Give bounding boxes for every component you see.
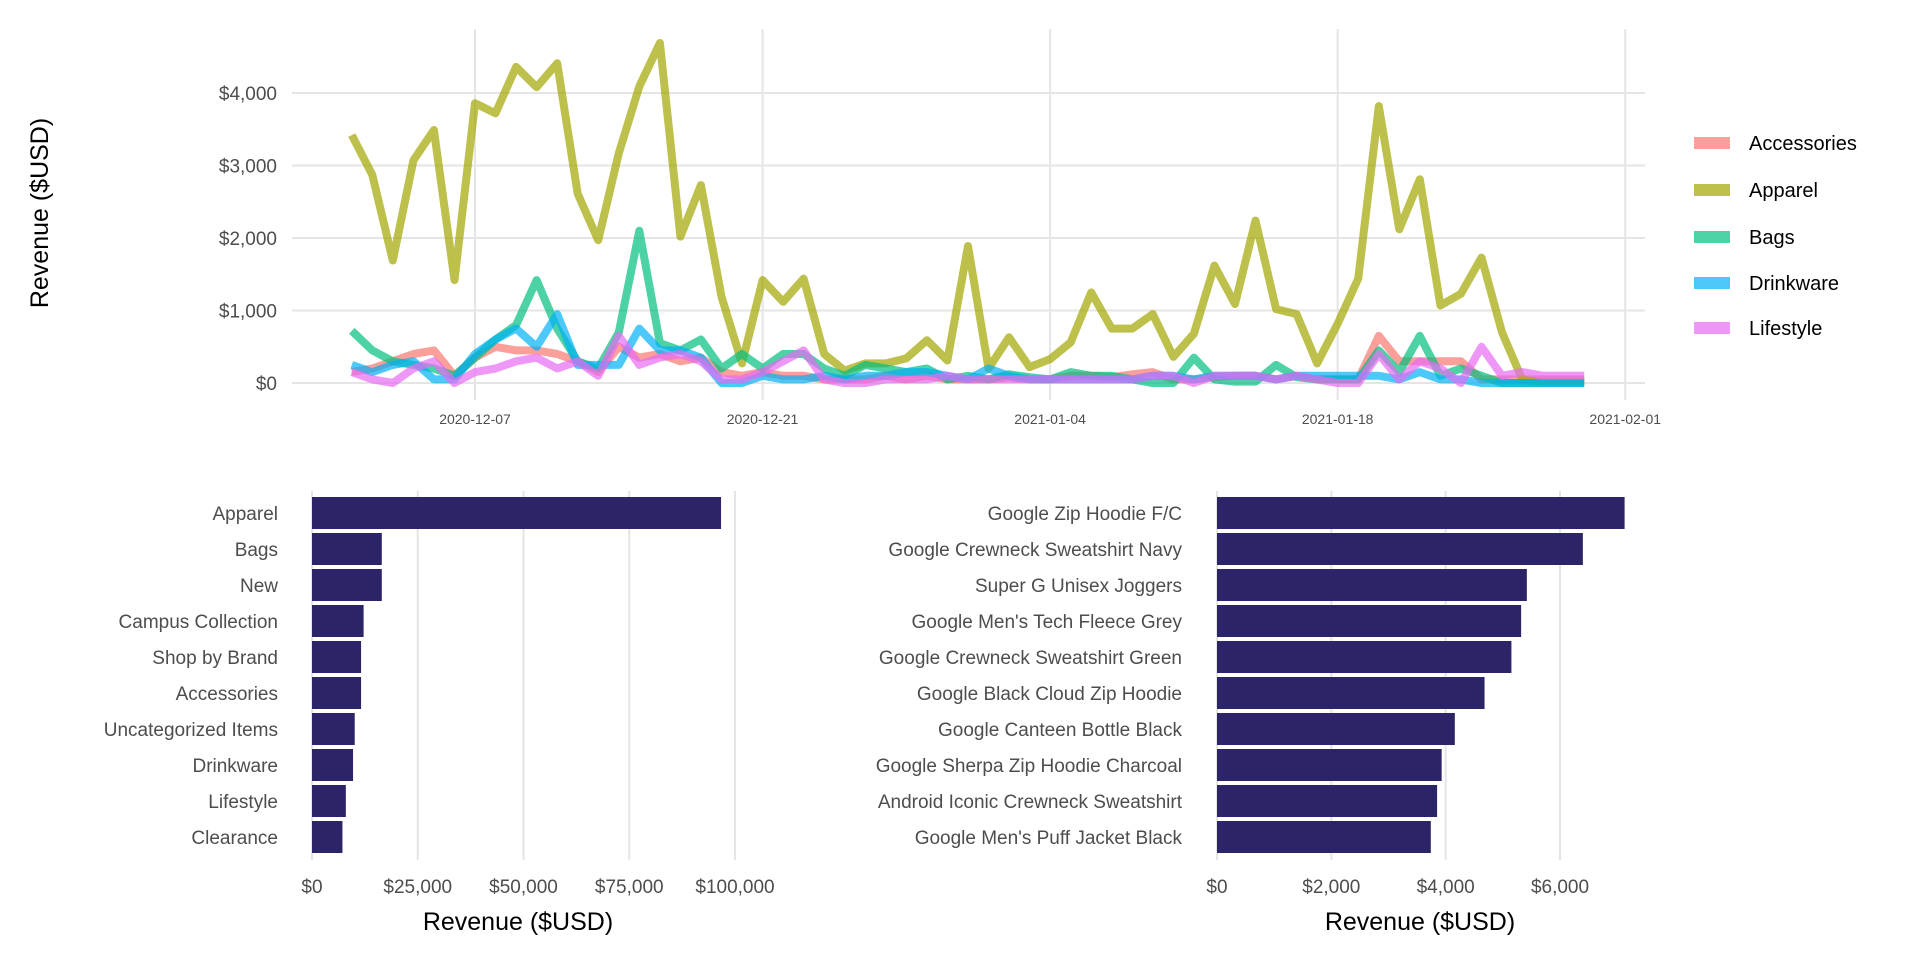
category-label: Lifestyle: [208, 792, 278, 813]
bar: [312, 533, 382, 565]
bar: [312, 641, 362, 673]
series-line-apparel: [348, 39, 1585, 386]
category-label: Google Canteen Bottle Black: [938, 720, 1182, 741]
bar: [1217, 641, 1512, 673]
x-tick-label: $25,000: [383, 877, 452, 898]
category-label: Super G Unisex Joggers: [975, 576, 1182, 597]
line-chart-revenue-by-category: $0 $1,000 $2,000 $3,000 $4,000 2020-12-07 202…: [26, 29, 1857, 427]
legend-label: Accessories: [1749, 133, 1857, 155]
bar: [312, 569, 382, 601]
legend-label: Bags: [1749, 227, 1795, 249]
y-tick-label: $0: [256, 374, 277, 395]
category-label: Drinkware: [192, 756, 278, 777]
legend-key-lifestyle: [1694, 322, 1730, 334]
bar: [1217, 569, 1527, 601]
legend-label: Apparel: [1749, 180, 1818, 202]
category-label: Google Black Cloud Zip Hoodie: [917, 684, 1182, 705]
category-label: Android Iconic Crewneck Sweatshirt: [878, 792, 1183, 813]
x-tick-label: $6,000: [1531, 877, 1589, 898]
legend-key-drinkware: [1694, 277, 1730, 289]
bar-chart-product-revenue: Revenue ($USD) $0 $2,000 $4,000 $6,000 Googl…: [876, 491, 1625, 936]
bar: [1217, 713, 1455, 745]
legend-key-accessories: [1694, 137, 1730, 149]
category-label: Google Sherpa Zip Hoodie Charcoal: [876, 756, 1182, 777]
bar: [1217, 605, 1522, 637]
category-label: Google Crewneck Sweatshirt Navy: [888, 540, 1182, 561]
bar: [312, 749, 354, 781]
bar: [1217, 677, 1485, 709]
series-line-lifestyle: [350, 331, 1585, 387]
x-tick-label: $4,000: [1417, 877, 1475, 898]
line-chart-y-axis-title: Revenue ($USD): [26, 118, 54, 308]
legend-label: Drinkware: [1749, 273, 1839, 295]
category-label: Campus Collection: [119, 612, 278, 633]
x-tick-label: 2021-01-04: [1014, 411, 1086, 427]
bar: [1217, 749, 1442, 781]
legend: Accessories Apparel Bags Drinkware Lifestyle: [1694, 133, 1857, 340]
bar: [312, 785, 346, 817]
category-label: Google Zip Hoodie F/C: [988, 504, 1182, 525]
category-label: Bags: [235, 540, 278, 561]
category-label: Google Crewneck Sweatshirt Green: [879, 648, 1182, 669]
bar: [312, 713, 355, 745]
y-tick-label: $4,000: [219, 84, 277, 105]
x-tick-label: 2021-02-01: [1589, 411, 1661, 427]
legend-label: Lifestyle: [1749, 318, 1822, 340]
bar-chart-category-revenue: Revenue ($USD) $0 $25,000 $50,000 $75,000 $1…: [104, 491, 775, 936]
x-tick-label: $0: [1206, 877, 1227, 898]
category-label: New: [240, 576, 278, 597]
bar: [1217, 821, 1431, 853]
bar: [1217, 497, 1625, 529]
bar-chart-product-x-axis-title: Revenue ($USD): [1325, 908, 1515, 936]
y-tick-label: $3,000: [219, 157, 277, 178]
x-tick-label: $2,000: [1302, 877, 1360, 898]
category-label: Uncategorized Items: [104, 720, 278, 741]
y-tick-label: $2,000: [219, 229, 277, 250]
category-label: Google Men's Tech Fleece Grey: [912, 612, 1183, 633]
category-label: Clearance: [191, 828, 278, 849]
x-tick-label: $100,000: [695, 877, 774, 898]
x-tick-label: $75,000: [595, 877, 664, 898]
bar-chart-category-x-axis-title: Revenue ($USD): [423, 908, 613, 936]
x-tick-label: $50,000: [489, 877, 558, 898]
x-tick-label: 2020-12-07: [439, 411, 511, 427]
category-label: Google Men's Puff Jacket Black: [915, 828, 1183, 849]
x-tick-label: $0: [301, 877, 322, 898]
bar: [1217, 785, 1438, 817]
legend-key-bags: [1694, 231, 1730, 243]
bar: [1217, 533, 1583, 565]
category-label: Accessories: [176, 684, 278, 705]
bar: [312, 605, 364, 637]
bar: [312, 677, 362, 709]
x-tick-label: 2021-01-18: [1302, 411, 1374, 427]
bar: [312, 497, 722, 529]
x-tick-label: 2020-12-21: [727, 411, 799, 427]
category-label: Apparel: [213, 504, 279, 525]
legend-key-apparel: [1694, 184, 1730, 196]
bar: [312, 821, 343, 853]
category-label: Shop by Brand: [152, 648, 278, 669]
y-tick-label: $1,000: [219, 302, 277, 323]
